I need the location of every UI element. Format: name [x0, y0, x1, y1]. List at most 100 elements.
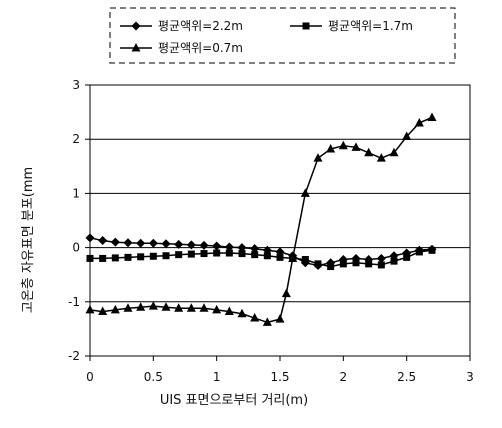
data-point — [99, 254, 107, 262]
data-point — [85, 233, 95, 243]
data-point — [98, 236, 108, 246]
legend-marker — [302, 22, 310, 30]
data-point — [415, 248, 423, 256]
data-point — [377, 261, 385, 269]
data-point — [224, 242, 234, 252]
data-point — [225, 249, 233, 257]
x-tick-label: 0.5 — [144, 370, 163, 384]
data-point — [162, 252, 170, 260]
data-point — [224, 306, 234, 316]
data-point — [186, 303, 196, 312]
data-point — [376, 153, 386, 162]
data-point — [281, 288, 291, 298]
data-point — [186, 240, 196, 250]
data-point — [199, 240, 209, 250]
data-point — [313, 153, 323, 162]
data-point — [327, 263, 335, 271]
legend-item: 평균액위=1.7m — [290, 19, 413, 33]
data-point — [428, 246, 436, 254]
y-tick-label: 3 — [72, 78, 80, 92]
x-tick-label: 2.5 — [397, 370, 416, 384]
data-point — [136, 302, 146, 311]
data-point — [200, 250, 208, 258]
data-point — [111, 254, 119, 262]
data-point — [98, 306, 108, 316]
data-point — [110, 237, 120, 247]
data-point — [288, 253, 298, 262]
data-point — [85, 304, 95, 314]
data-point — [339, 260, 347, 268]
data-point — [212, 241, 222, 251]
legend: 평균액위=2.2m 평균액위=1.7m 평균액위=0.7m — [109, 7, 456, 64]
y-axis-ticks: -2 -1 0 1 2 3 — [68, 78, 90, 363]
data-point — [276, 253, 284, 261]
data-point — [237, 308, 247, 318]
data-point — [250, 313, 260, 322]
legend-label: 평균액위=1.7m — [328, 19, 413, 33]
data-point — [148, 238, 158, 248]
data-point — [149, 252, 157, 260]
y-tick-label: 2 — [72, 132, 80, 146]
data-point — [301, 256, 309, 264]
data-point — [123, 303, 133, 312]
data-point — [403, 253, 411, 261]
data-point — [213, 249, 221, 257]
legend-item: 평균액위=0.7m — [120, 41, 243, 55]
data-point — [365, 260, 373, 268]
data-point — [175, 251, 183, 259]
data-point — [212, 304, 222, 314]
legend-marker — [131, 43, 141, 52]
data-point — [124, 253, 132, 261]
legend-label: 평균액위=0.7m — [158, 41, 243, 55]
legend-item: 평균액위=2.2m — [120, 19, 243, 33]
legend-label: 평균액위=2.2m — [158, 19, 243, 33]
data-point — [86, 254, 94, 262]
y-tick-label: 0 — [72, 241, 80, 255]
x-axis-label: UIS 표면으로부터 거리(m) — [160, 393, 308, 408]
data-point — [427, 112, 437, 122]
data-point — [148, 301, 158, 310]
data-point — [314, 260, 322, 268]
series-line — [89, 237, 433, 267]
data-point — [136, 238, 146, 248]
plot-area — [89, 84, 471, 357]
data-point — [263, 252, 271, 260]
series-triangle — [85, 112, 437, 326]
data-point — [376, 253, 386, 263]
data-point — [414, 117, 424, 127]
data-point — [161, 239, 171, 249]
series-line — [90, 249, 433, 268]
x-tick-label: 1 — [213, 370, 221, 384]
data-point — [137, 253, 145, 261]
y-tick-label: -1 — [68, 295, 80, 309]
legend-items: 평균액위=2.2m 평균액위=1.7m 평균액위=0.7m — [120, 19, 413, 55]
data-point — [352, 259, 360, 267]
data-point — [123, 238, 133, 248]
data-point — [237, 243, 247, 253]
x-tick-label: 3 — [466, 370, 474, 384]
data-point — [402, 131, 412, 140]
data-point — [199, 303, 209, 312]
data-point — [262, 317, 272, 326]
legend-marker — [131, 21, 141, 31]
data-point — [238, 250, 246, 258]
x-tick-label: 1.5 — [270, 370, 289, 384]
data-point — [364, 147, 374, 157]
data-point — [161, 302, 171, 311]
data-point — [174, 239, 184, 249]
x-tick-label: 0 — [86, 370, 94, 384]
data-point — [338, 140, 348, 150]
series-layer — [85, 112, 437, 326]
data-point — [389, 251, 399, 261]
series-square — [86, 246, 436, 271]
data-point — [251, 251, 259, 259]
data-point — [326, 143, 336, 153]
x-axis-ticks: 0 0.5 1 1.5 2 2.5 3 — [86, 356, 474, 384]
y-tick-label: 1 — [72, 186, 80, 200]
data-point — [300, 188, 310, 197]
data-point — [390, 257, 398, 265]
x-tick-label: 2 — [340, 370, 348, 384]
data-point — [187, 250, 195, 258]
data-point — [174, 303, 184, 312]
